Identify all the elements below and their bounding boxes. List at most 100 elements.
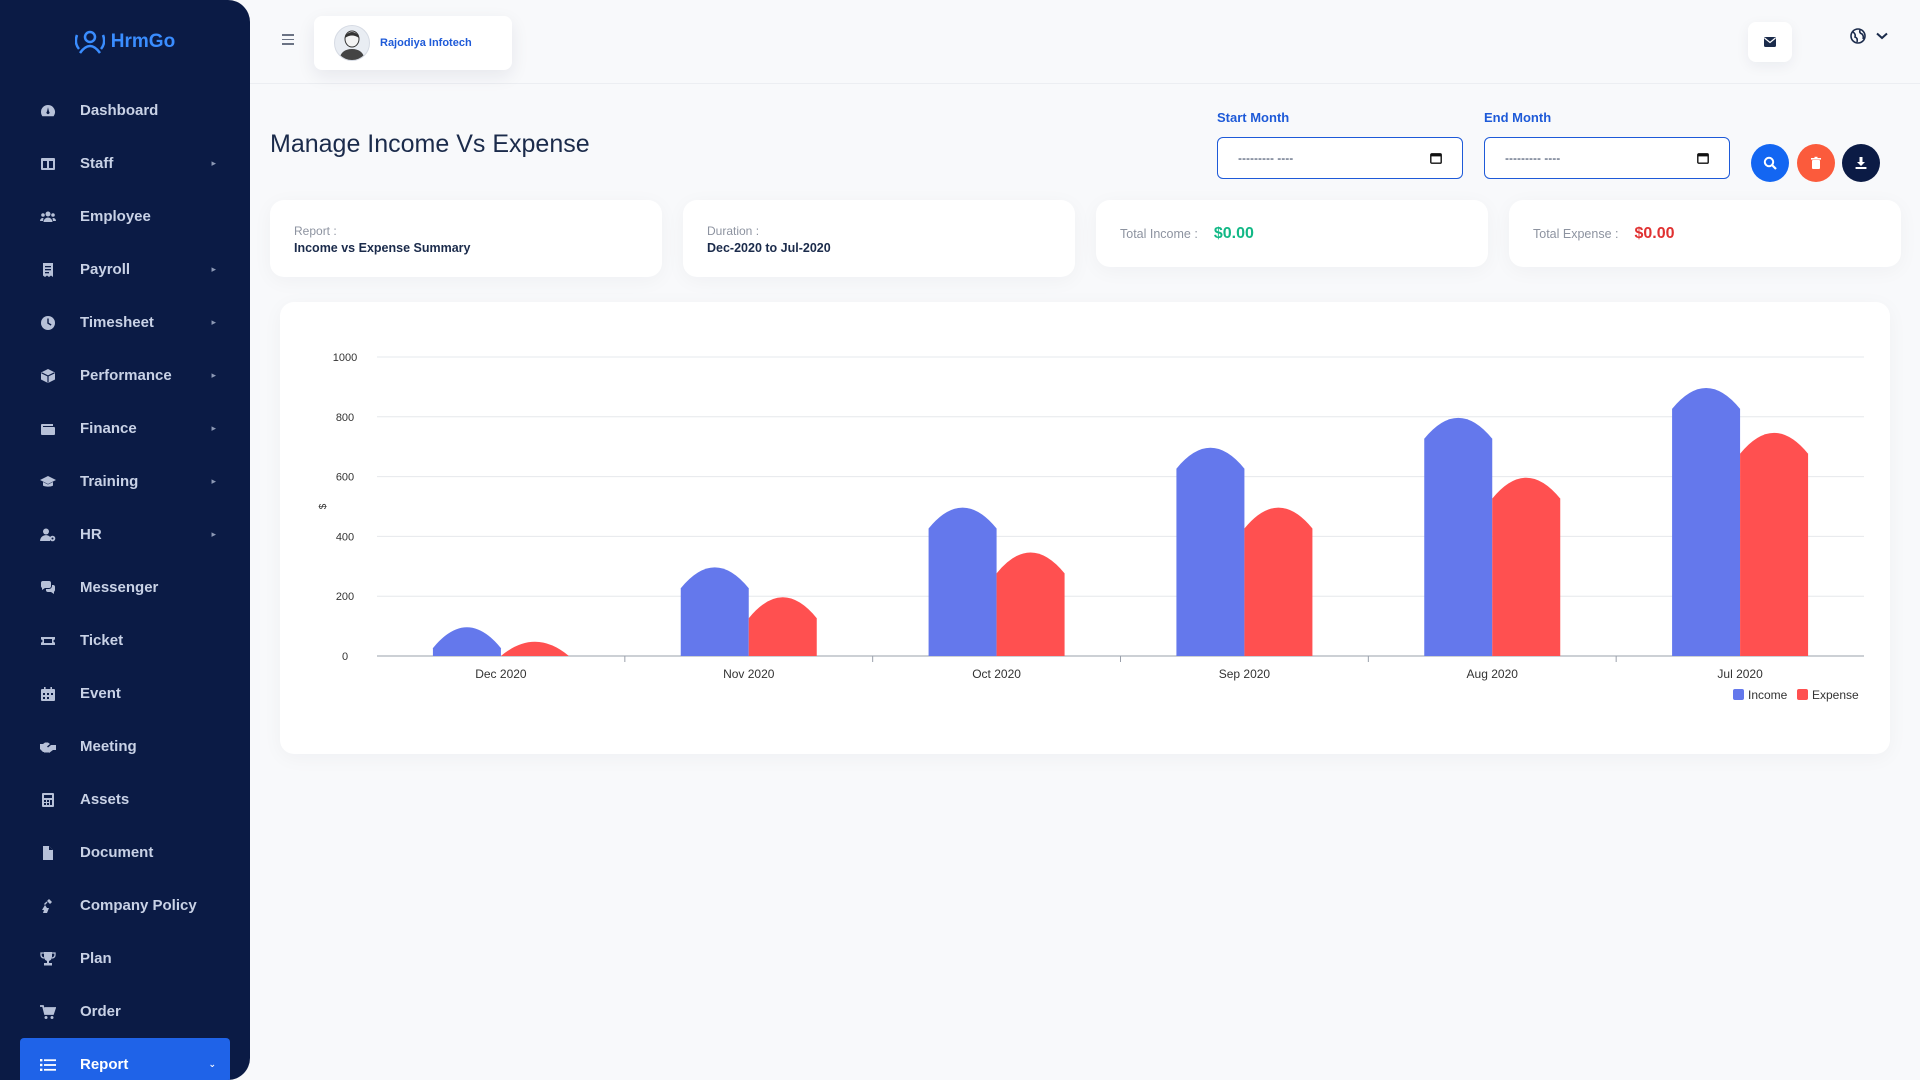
sidebar-item-ticket[interactable]: Ticket [0, 614, 250, 667]
sidebar-item-training[interactable]: Training ▸ [0, 455, 250, 508]
sidebar-item-label: Finance [80, 420, 137, 437]
sidebar-item-label: Messenger [80, 579, 159, 596]
sidebar-item-messenger[interactable]: Messenger [0, 561, 250, 614]
total-expense-value: $0.00 [1634, 224, 1675, 242]
chevron-right-icon: ▸ [211, 264, 216, 274]
sidebar-item-dashboard[interactable]: Dashboard [0, 84, 250, 137]
end-month-input[interactable]: --------- ---- [1484, 137, 1730, 179]
user-gear-icon [40, 527, 56, 543]
sidebar-item-label: Timesheet [80, 314, 154, 331]
list-icon [40, 1057, 56, 1073]
sidebar-item-performance[interactable]: Performance ▸ [0, 349, 250, 402]
duration-value: Dec-2020 to Jul-2020 [707, 241, 831, 255]
topbar: Rajodiya Infotech [250, 0, 1920, 84]
bar-expense [996, 552, 1065, 656]
calendar-picker-icon[interactable] [1697, 152, 1709, 164]
income-expense-chart-card: 0 200 400 600 800 1000 $ Dec 2020 Nov 2020 Oct 20… [280, 302, 1890, 754]
language-selector[interactable] [1850, 28, 1888, 44]
bar-income [928, 507, 997, 656]
sidebar-item-label: Assets [80, 791, 130, 808]
sidebar-item-event[interactable]: Event [0, 667, 250, 720]
sidebar-item-staff[interactable]: Staff ▸ [0, 137, 250, 190]
search-button[interactable] [1751, 144, 1789, 182]
x-tick-label: Dec 2020 [475, 667, 527, 681]
users-icon [40, 209, 56, 225]
x-tick-label: Aug 2020 [1467, 667, 1519, 681]
menu-toggle-icon[interactable] [282, 34, 294, 48]
start-month-input[interactable]: --------- ---- [1217, 137, 1463, 179]
end-month-value: --------- ---- [1505, 151, 1561, 165]
chevron-right-icon: ▸ [211, 370, 216, 380]
staff-icon [40, 156, 56, 172]
clock-icon [40, 315, 56, 331]
duration-card: Duration : Dec-2020 to Jul-2020 [683, 200, 1075, 277]
bar-expense [1244, 507, 1313, 656]
sidebar: HrmGo Dashboard Staff ▸ Employee Payroll ▸ Tim… [0, 0, 250, 1080]
sidebar-item-label: Report [80, 1056, 129, 1073]
handshake-icon [40, 739, 56, 755]
sidebar-item-order[interactable]: Order [0, 985, 250, 1038]
y-axis-label: $ [318, 503, 329, 509]
total-expense-card: Total Expense : $0.00 [1509, 200, 1901, 267]
report-value: Income vs Expense Summary [294, 241, 471, 255]
logo-icon [74, 30, 105, 54]
sidebar-item-employee[interactable]: Employee [0, 190, 250, 243]
y-tick-label: 400 [336, 531, 354, 543]
legend-swatch-income [1733, 689, 1744, 700]
sidebar-nav: Dashboard Staff ▸ Employee Payroll ▸ Timesheet… [0, 84, 250, 1080]
chevron-right-icon: ▸ [211, 476, 216, 486]
sidebar-item-meeting[interactable]: Meeting [0, 720, 250, 773]
sidebar-item-document[interactable]: Document [0, 826, 250, 879]
sidebar-item-timesheet[interactable]: Timesheet ▸ [0, 296, 250, 349]
y-tick-label: 600 [336, 472, 354, 484]
trash-button[interactable] [1797, 144, 1835, 182]
x-tick-label: Nov 2020 [723, 667, 775, 681]
user-menu[interactable]: Rajodiya Infotech [314, 16, 512, 70]
sidebar-item-label: Performance [80, 367, 172, 384]
policy-icon [40, 898, 56, 914]
envelope-icon [1764, 37, 1776, 47]
sidebar-item-plan[interactable]: Plan [0, 932, 250, 985]
sidebar-item-report[interactable]: Report ⌄ [20, 1038, 230, 1080]
legend-label-expense: Expense [1812, 688, 1859, 702]
duration-label: Duration : [707, 224, 760, 238]
sidebar-item-assets[interactable]: Assets [0, 773, 250, 826]
bar-income [1424, 417, 1493, 656]
end-month-field: End Month --------- ---- [1484, 110, 1730, 179]
end-month-label: End Month [1484, 110, 1552, 125]
y-tick-label: 800 [336, 412, 354, 424]
start-month-label: Start Month [1217, 110, 1290, 125]
calendar-picker-icon[interactable] [1430, 152, 1442, 164]
file-icon [40, 845, 56, 861]
sidebar-item-label: Staff [80, 155, 114, 172]
x-tick-label: Sep 2020 [1219, 667, 1271, 681]
download-icon [1855, 157, 1867, 169]
sidebar-item-hr[interactable]: HR ▸ [0, 508, 250, 561]
sidebar-item-company-policy[interactable]: Company Policy [0, 879, 250, 932]
messages-button[interactable] [1748, 22, 1792, 62]
total-income-card: Total Income : $0.00 [1096, 200, 1488, 267]
bar-expense [500, 641, 569, 656]
sidebar-item-label: Event [80, 685, 121, 702]
chevron-down-icon: ⌄ [208, 1059, 216, 1069]
sidebar-item-label: Plan [80, 950, 112, 967]
report-card: Report : Income vs Expense Summary [270, 200, 662, 277]
chevron-down-icon [1876, 32, 1888, 40]
y-tick-label: 1000 [333, 352, 357, 364]
sidebar-item-finance[interactable]: Finance ▸ [0, 402, 250, 455]
cube-icon [40, 368, 56, 384]
wallet-icon [40, 421, 56, 437]
sidebar-item-label: Payroll [80, 261, 131, 278]
sidebar-item-label: HR [80, 526, 102, 543]
y-tick-label: 0 [342, 651, 348, 663]
chat-icon [40, 580, 56, 596]
bar-expense [1740, 432, 1809, 656]
cart-icon [40, 1004, 56, 1020]
sidebar-item-payroll[interactable]: Payroll ▸ [0, 243, 250, 296]
brand-logo[interactable]: HrmGo [0, 0, 250, 84]
trash-icon [1811, 156, 1821, 169]
search-icon [1763, 156, 1777, 170]
download-button[interactable] [1842, 144, 1880, 182]
page-title: Manage Income Vs Expense [270, 130, 590, 158]
ticket-icon [40, 633, 56, 649]
